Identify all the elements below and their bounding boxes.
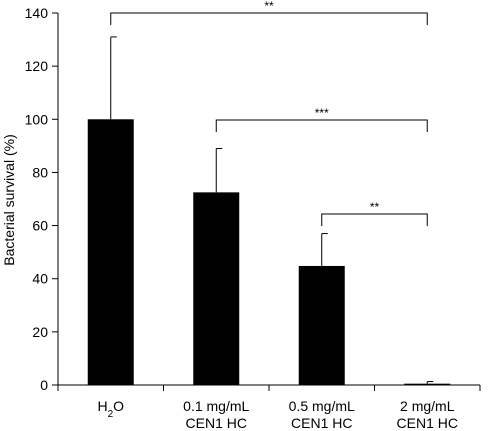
significance-label: *** xyxy=(315,106,329,120)
category-label-subscript: 2 xyxy=(108,409,114,420)
bars xyxy=(87,119,451,386)
category-label-text: H xyxy=(97,398,107,414)
bar xyxy=(404,383,451,385)
y-tick-label: 120 xyxy=(25,58,49,74)
category-label-text: 0.5 mg/mL xyxy=(289,398,355,414)
significance-label: ** xyxy=(264,0,274,13)
error-bars xyxy=(110,36,434,384)
y-tick-label: 0 xyxy=(40,377,48,393)
category-label-text: 0.1 mg/mL xyxy=(183,398,249,414)
category-label: 2 mg/mL xyxy=(400,398,455,414)
y-axis-title: Bacterial survival (%) xyxy=(1,134,17,265)
significance-bracket xyxy=(110,12,428,25)
category-label: 0.5 mg/mL xyxy=(289,398,355,414)
category-label-line2: CEN1 HC xyxy=(397,415,458,431)
category-label: H2O xyxy=(97,398,124,420)
category-label-text: O xyxy=(113,398,124,414)
y-ticks: 0 20 40 60 80 100 120 140 xyxy=(25,5,481,393)
significance-brackets: ******* xyxy=(110,0,428,226)
category-label-text: 2 mg/mL xyxy=(400,398,455,414)
bar xyxy=(87,119,134,386)
significance-bracket xyxy=(321,213,428,226)
significance-bracket xyxy=(215,119,428,132)
bar xyxy=(298,265,345,385)
bar xyxy=(193,192,240,385)
y-tick-label: 100 xyxy=(25,111,49,127)
y-tick-label: 80 xyxy=(32,164,48,180)
y-tick-label: 60 xyxy=(32,218,48,234)
category-label: 0.1 mg/mL xyxy=(183,398,249,414)
significance-label: ** xyxy=(370,200,380,214)
y-tick-label: 140 xyxy=(25,5,49,21)
category-label-line2: CEN1 HC xyxy=(291,415,352,431)
y-tick-label: 20 xyxy=(32,324,48,340)
category-label-line2: CEN1 HC xyxy=(186,415,247,431)
y-tick-label: 40 xyxy=(32,271,48,287)
